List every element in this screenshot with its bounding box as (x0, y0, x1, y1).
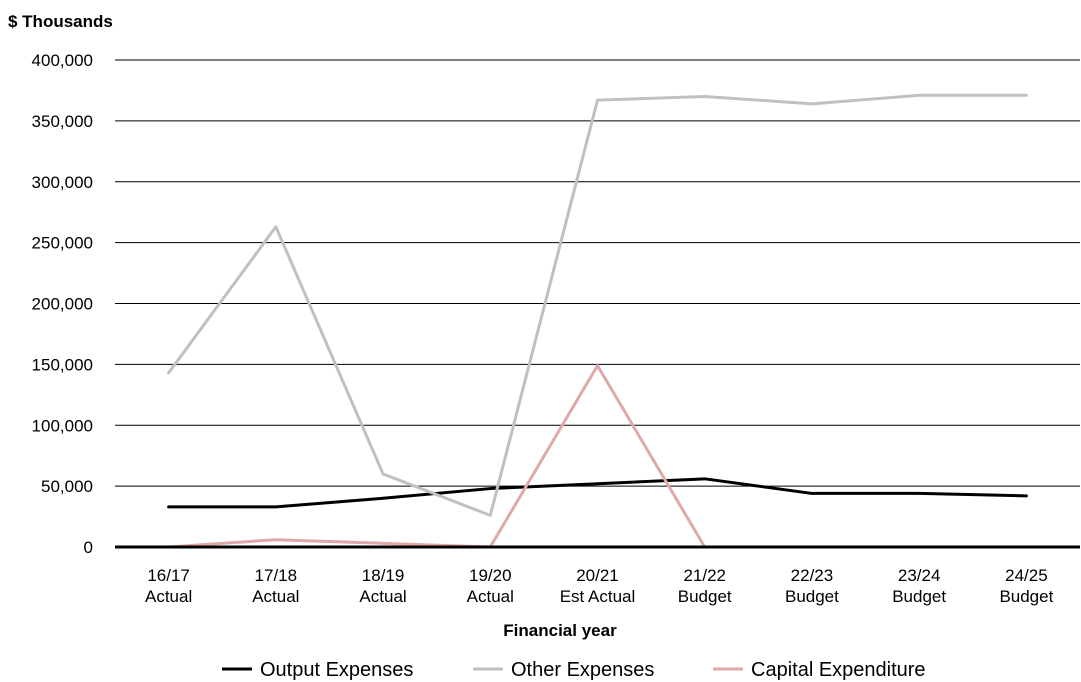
y-tick-label: 300,000 (32, 173, 93, 192)
x-tick-label-line: Budget (785, 587, 839, 606)
y-tick-label: 150,000 (32, 355, 93, 374)
x-tick-label-line: 24/25 (1005, 566, 1048, 585)
legend-label: Output Expenses (260, 659, 413, 681)
y-tick-label: 200,000 (32, 295, 93, 314)
x-tick-label: 18/19 Actual (359, 566, 406, 606)
x-tick-label-line: Actual (359, 587, 406, 606)
x-tick-label-line: 19/20 (469, 566, 512, 585)
x-tick-label: 21/22 Budget (678, 566, 732, 606)
y-axis-title: $ Thousands (8, 12, 113, 31)
legend-label: Capital Expenditure (751, 659, 926, 681)
x-tick-label-line: 16/17 (147, 566, 190, 585)
x-tick-label-line: Est Actual (560, 587, 636, 606)
legend-label: Other Expenses (511, 659, 654, 681)
y-axis-ticks: 0 50,000 100,000 150,000 200,000 250,000 300,0… (32, 51, 93, 557)
x-tick-label: 19/20 Actual (467, 566, 514, 606)
x-tick-label-line: 23/24 (898, 566, 941, 585)
y-tick-label: 400,000 (32, 51, 93, 70)
legend-item: Other Expenses (473, 659, 654, 681)
series-line-capital-expenditure (167, 364, 1028, 549)
y-tick-label: 350,000 (32, 112, 93, 131)
legend-item: Output Expenses (222, 659, 413, 681)
y-tick-label: 0 (84, 538, 93, 557)
x-tick-label: 22/23 Budget (785, 566, 839, 606)
x-tick-label-line: Budget (892, 587, 946, 606)
x-tick-label-line: 18/19 (362, 566, 405, 585)
x-tick-label-line: Actual (145, 587, 192, 606)
series-line-other-expenses (167, 93, 1028, 517)
x-tick-label: 20/21 Est Actual (560, 566, 636, 606)
legend-item: Capital Expenditure (713, 659, 926, 681)
x-tick-label-line: Actual (252, 587, 299, 606)
legend: Output Expenses Other Expenses Capital Exp… (222, 659, 926, 681)
x-tick-label-line: 20/21 (576, 566, 619, 585)
y-tick-label: 100,000 (32, 416, 93, 435)
x-tick-label-line: Actual (467, 587, 514, 606)
x-tick-label-line: 21/22 (683, 566, 726, 585)
x-tick-label-line: Budget (999, 587, 1053, 606)
y-tick-label: 250,000 (32, 234, 93, 253)
y-tick-label: 50,000 (41, 477, 93, 496)
x-tick-label: 17/18 Actual (252, 566, 299, 606)
x-tick-label-line: Budget (678, 587, 732, 606)
x-tick-label-line: 17/18 (255, 566, 298, 585)
series-lines (167, 93, 1028, 549)
x-tick-label: 16/17 Actual (145, 566, 192, 606)
x-axis-title: Financial year (503, 621, 617, 640)
x-axis-ticks: 16/17 Actual 17/18 Actual 18/19 Actual 19/20 Ac… (145, 566, 1054, 606)
x-tick-label-line: 22/23 (791, 566, 834, 585)
x-tick-label: 24/25 Budget (999, 566, 1053, 606)
gridlines (115, 59, 1080, 487)
x-tick-label: 23/24 Budget (892, 566, 946, 606)
series-line-output-expenses (167, 477, 1028, 509)
